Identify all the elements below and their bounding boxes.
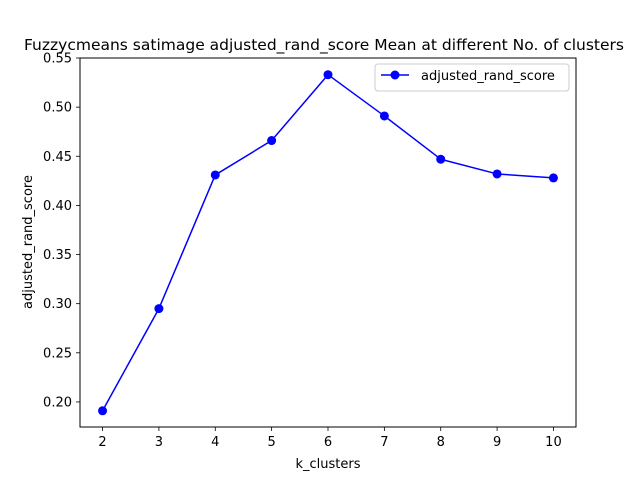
data-point bbox=[210, 170, 220, 180]
x-axis-label: k_clusters bbox=[295, 457, 360, 472]
y-tick-label: 0.20 bbox=[43, 395, 72, 410]
data-point bbox=[154, 304, 164, 314]
x-tick-label: 2 bbox=[98, 435, 106, 450]
data-point bbox=[267, 136, 277, 146]
y-axis-label: adjusted_rand_score bbox=[21, 175, 36, 309]
series-layer bbox=[98, 70, 558, 416]
data-point bbox=[379, 111, 389, 121]
x-tick-label: 8 bbox=[437, 435, 445, 450]
x-tick-label: 7 bbox=[380, 435, 388, 450]
x-tick-label: 9 bbox=[493, 435, 501, 450]
y-tick-label: 0.40 bbox=[43, 199, 72, 214]
y-tick-label: 0.30 bbox=[43, 297, 72, 312]
x-tick-label: 4 bbox=[211, 435, 219, 450]
y-tick-label: 0.50 bbox=[43, 101, 72, 116]
data-point bbox=[548, 173, 558, 183]
y-axis: 0.20 0.25 0.30 0.35 0.40 0.45 0.50 0.55 bbox=[43, 52, 80, 410]
x-tick-label: 6 bbox=[324, 435, 332, 450]
legend-entry-label: adjusted_rand_score bbox=[421, 69, 555, 84]
y-tick-label: 0.45 bbox=[43, 150, 72, 165]
x-axis: 2 3 4 5 6 7 8 9 10 bbox=[98, 427, 562, 450]
x-tick-label: 3 bbox=[155, 435, 163, 450]
legend-box bbox=[374, 63, 570, 92]
plot-frame bbox=[79, 57, 577, 428]
legend: adjusted_rand_score bbox=[374, 63, 570, 92]
y-tick-label: 0.25 bbox=[43, 346, 72, 361]
data-point bbox=[323, 70, 333, 80]
y-tick-label: 0.35 bbox=[43, 248, 72, 263]
data-point bbox=[492, 169, 502, 179]
x-tick-label: 5 bbox=[267, 435, 275, 450]
data-point bbox=[436, 154, 446, 164]
x-tick-label: 10 bbox=[545, 435, 562, 450]
chart-title: Fuzzycmeans satimage adjusted_rand_score… bbox=[24, 36, 624, 55]
y-tick-label: 0.55 bbox=[43, 52, 72, 67]
plot-area bbox=[79, 57, 577, 428]
data-point bbox=[98, 406, 108, 416]
legend-marker-sample bbox=[390, 70, 400, 80]
